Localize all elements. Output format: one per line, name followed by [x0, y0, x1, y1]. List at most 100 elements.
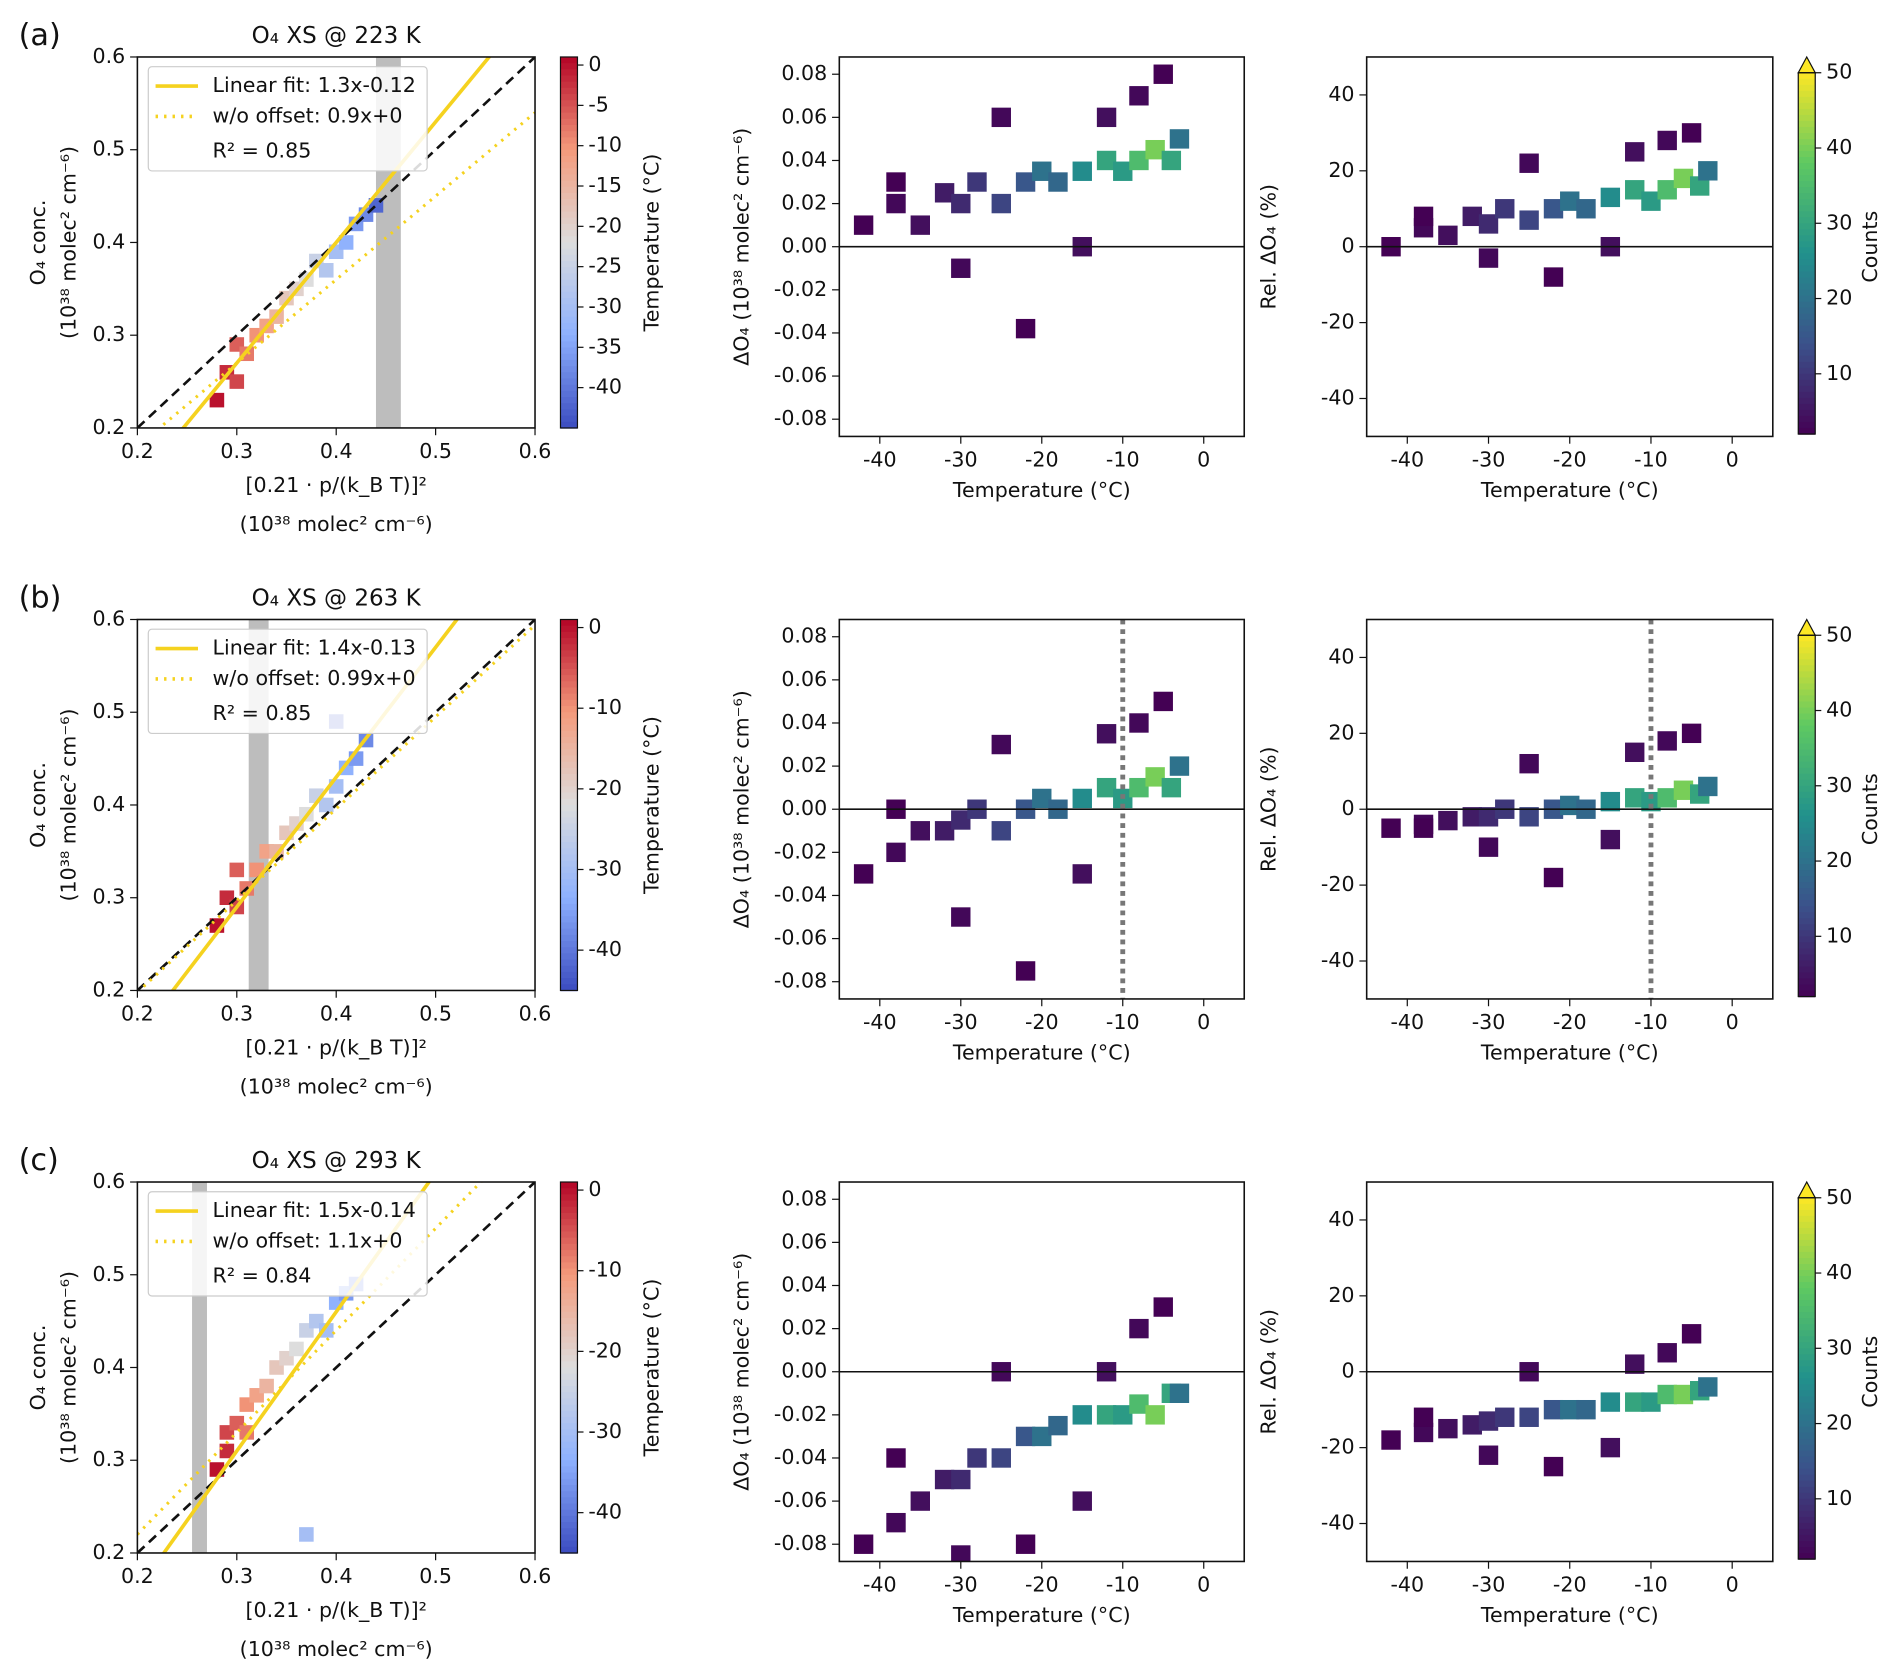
- colorbar-slice: [1798, 1306, 1816, 1313]
- hexbin-cell: [1478, 1411, 1499, 1431]
- colorbar-slice: [560, 81, 578, 89]
- x-tick-label: -20: [1553, 1573, 1587, 1597]
- colorbar-slice: [560, 959, 578, 967]
- hexbin-cell: [1381, 1430, 1401, 1450]
- legend-label: w/o offset: 0.99x+0: [213, 666, 416, 690]
- colorbar-slice: [1798, 960, 1816, 968]
- hexbin-cell: [1153, 691, 1173, 712]
- panel: -40 -30 -20 -10 0 -0.08 -0.06 -0.04 -0.02 0.00 0.0…: [729, 618, 1246, 1065]
- colorbar-slice: [560, 1515, 578, 1523]
- hexbin-cell: [1673, 1384, 1694, 1405]
- y-axis-label: (10³⁸ molec² cm⁻⁶): [56, 146, 80, 339]
- y-tick-label: 40: [1328, 82, 1354, 106]
- colorbar-slice: [1798, 695, 1816, 703]
- colorbar-slice: [1798, 954, 1816, 962]
- colorbar-slice: [1798, 289, 1816, 297]
- colorbar-slice: [560, 1293, 578, 1301]
- colorbar-tick-label: 40: [1826, 135, 1852, 159]
- colorbar-slice: [560, 1416, 578, 1424]
- colorbar-slice: [1798, 1239, 1816, 1247]
- y-tick-label: -0.02: [774, 1402, 827, 1426]
- colorbar-slice: [1798, 1396, 1816, 1404]
- hexbin-cell: [1519, 153, 1539, 173]
- hexbin-cell: [1462, 1415, 1482, 1435]
- colorbar-slice: [1798, 797, 1816, 805]
- colorbar-slice: [1798, 984, 1816, 992]
- panel-label: (b): [19, 580, 62, 615]
- colorbar-slice: [1798, 126, 1816, 134]
- colorbar-slice: [560, 625, 578, 633]
- colorbar-slice: [560, 1299, 578, 1307]
- hexbin-cell: [1673, 168, 1694, 189]
- colorbar-slice: [1798, 900, 1816, 907]
- hexbin-cell: [1015, 961, 1036, 981]
- x-tick-label: 0.2: [121, 439, 154, 463]
- colorbar-tick-label: -10: [588, 133, 622, 157]
- colorbar-slice: [1798, 1354, 1816, 1362]
- colorbar-slice: [560, 1311, 578, 1319]
- colorbar-slice: [560, 335, 578, 343]
- x-tick-label: -10: [1634, 448, 1668, 472]
- reference-line: [137, 619, 536, 991]
- x-tick-label: 0.4: [320, 439, 353, 463]
- hexbin-cell: [1625, 742, 1645, 763]
- hexbin-cell: [951, 193, 971, 214]
- colorbar-slice: [1798, 199, 1816, 206]
- colorbar-slice: [560, 186, 578, 194]
- panel: -40 -30 -20 -10 0 -0.08 -0.06 -0.04 -0.02 0.00 0.0…: [729, 56, 1246, 502]
- colorbar-slice: [560, 316, 578, 324]
- x-axis-label: Temperature (°C): [1480, 1041, 1659, 1065]
- x-tick-label: -10: [1634, 1010, 1668, 1034]
- hexbin-cell: [991, 107, 1011, 128]
- x-tick-label: -20: [1025, 1573, 1059, 1597]
- x-tick-label: -40: [1390, 1010, 1424, 1034]
- colorbar-slice: [1798, 876, 1816, 883]
- colorbar-extend: [1797, 1180, 1817, 1199]
- colorbar-slice: [1798, 1330, 1816, 1337]
- y-tick-label: -0.06: [774, 1488, 827, 1512]
- hexbin-cell: [951, 907, 971, 927]
- colorbar-slice: [560, 415, 578, 423]
- x-axis-label: (10³⁸ molec² cm⁻⁶): [240, 512, 433, 536]
- hexbin-cell: [1096, 107, 1117, 128]
- hexbin-cell: [1641, 191, 1661, 211]
- hexbin-cell: [1673, 780, 1694, 800]
- colorbar-slice: [560, 236, 578, 244]
- colorbar-slice: [560, 761, 578, 769]
- colorbar-slice: [1798, 108, 1816, 116]
- colorbar-slice: [560, 1491, 578, 1499]
- colorbar-slice: [1798, 713, 1816, 721]
- colorbar-slice: [1798, 1348, 1816, 1356]
- colorbar-slice: [560, 1367, 578, 1375]
- colorbar-slice: [560, 848, 578, 856]
- hexbin-cell: [1015, 1534, 1036, 1554]
- colorbar-slice: [560, 706, 578, 713]
- hexbin-cell: [910, 215, 930, 235]
- x-tick-label: -40: [1390, 448, 1424, 472]
- x-tick-label: 0.4: [320, 1002, 353, 1026]
- hexbin-cell: [1600, 791, 1621, 812]
- fit-line: [137, 623, 536, 991]
- hexbin-cell: [1698, 1377, 1718, 1397]
- colorbar-slice: [560, 94, 578, 101]
- colorbar-slice: [560, 1410, 578, 1418]
- hexbin-cell: [1072, 161, 1092, 181]
- colorbar-slice: [560, 879, 578, 887]
- colorbar-slice: [1798, 809, 1816, 817]
- colorbar-slice: [1798, 1336, 1816, 1344]
- x-tick-label: -20: [1025, 1010, 1059, 1034]
- colorbar-slice: [1798, 361, 1816, 369]
- colorbar-slice: [560, 712, 578, 720]
- colorbar-slice: [560, 75, 578, 83]
- x-tick-label: -40: [863, 1010, 897, 1034]
- colorbar-slice: [560, 1509, 578, 1517]
- colorbar-slice: [1798, 839, 1816, 847]
- colorbar-slice: [560, 298, 578, 306]
- y-tick-label: -0.02: [774, 277, 827, 301]
- y-tick-label: -40: [1321, 1511, 1355, 1535]
- x-tick-label: -30: [1472, 1010, 1506, 1034]
- hexbin-cell: [1129, 1318, 1149, 1339]
- hexbin-cell: [1478, 1445, 1499, 1465]
- colorbar-slice: [1798, 791, 1816, 799]
- colorbar-slice: [560, 860, 578, 868]
